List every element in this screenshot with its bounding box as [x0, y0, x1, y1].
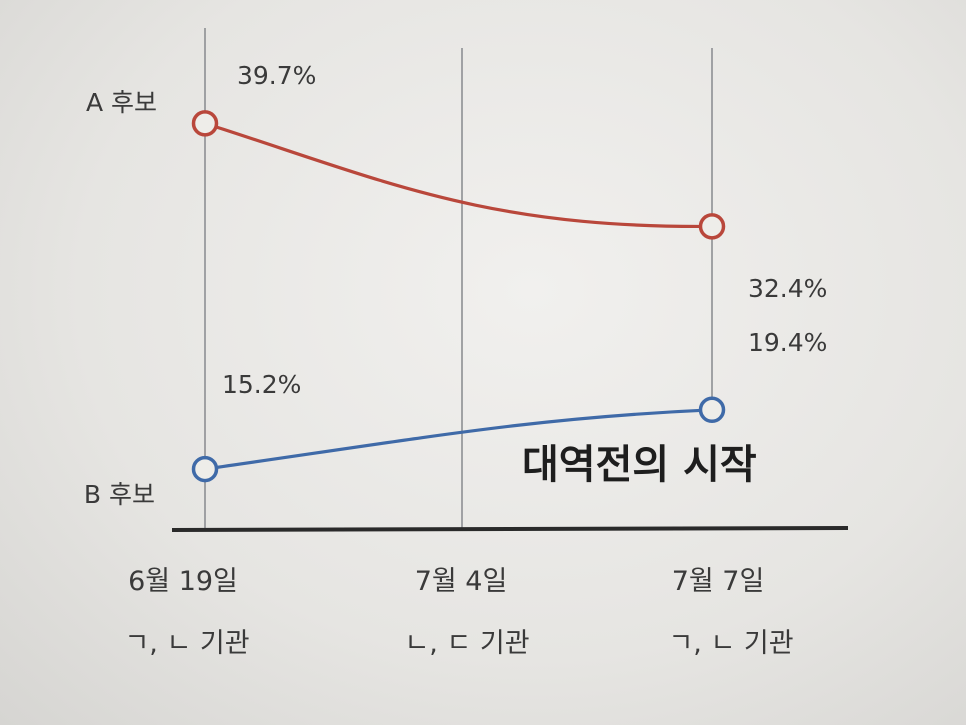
series-1-value-label-1: 39.7%	[237, 61, 316, 90]
series-1-point-1	[191, 110, 219, 137]
series-line-1	[204, 121, 713, 228]
x-tick-label-1: 6월 19일	[128, 566, 238, 597]
x-sublabel-1: ㄱ, ㄴ 기관	[124, 628, 249, 659]
series-2-point-1	[191, 455, 219, 483]
x-sublabel-2: ㄴ, ㄷ 기관	[404, 628, 529, 659]
series-layer	[191, 110, 726, 483]
series-2-point-2	[698, 396, 726, 424]
label-layer: 6월 19일 ㄱ, ㄴ 기관 7월 4일 ㄴ, ㄷ 기관 7월 7일 ㄱ, ㄴ 기관 39.…	[84, 61, 828, 659]
series-2-value-label-2: 19.4%	[748, 328, 827, 357]
x-axis-baseline	[171, 526, 849, 532]
series-name-label-2: B 후보	[84, 480, 155, 509]
series-name-label-1: A 후보	[86, 88, 157, 117]
x-sublabel-3: ㄱ, ㄴ 기관	[668, 628, 793, 659]
series-2-value-label-1: 15.2%	[222, 370, 301, 399]
x-tick-label-3: 7월 7일	[672, 566, 765, 597]
x-tick-label-2: 7월 4일	[415, 566, 508, 597]
series-line-2	[204, 408, 713, 471]
series-1-point-2	[698, 213, 726, 240]
series-1-value-label-2: 32.4%	[748, 274, 827, 303]
chart-title: 대역전의 시작	[522, 442, 757, 488]
